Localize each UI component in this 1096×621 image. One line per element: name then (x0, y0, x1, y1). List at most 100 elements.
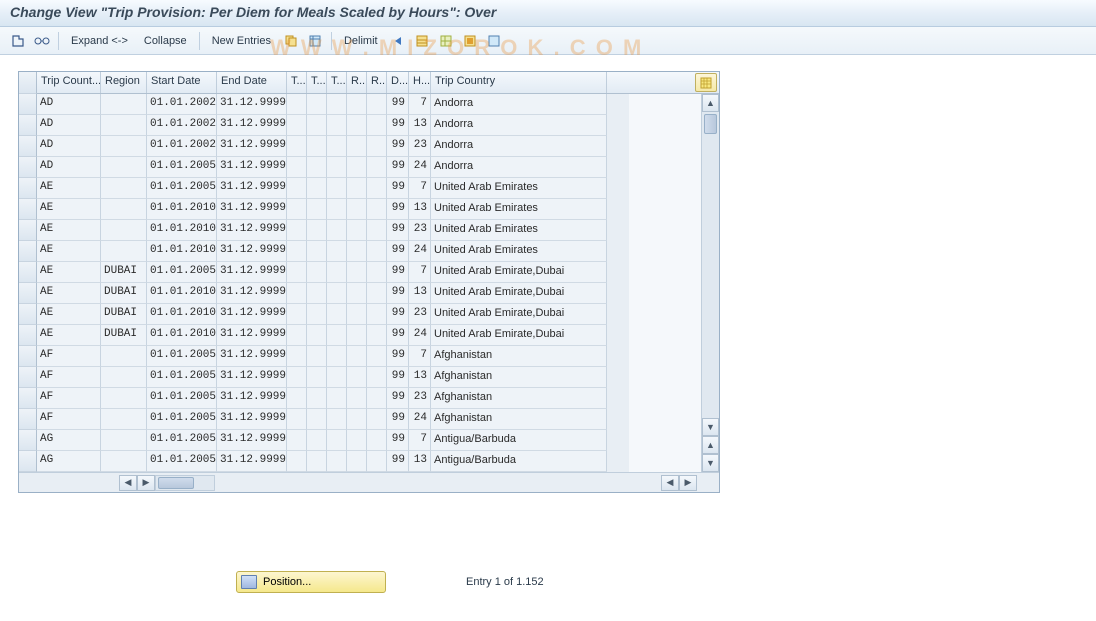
cell-r1[interactable] (347, 304, 367, 325)
cell-end[interactable]: 31.12.9999 (217, 283, 287, 304)
cell-region[interactable] (101, 346, 147, 367)
cell-country[interactable]: Andorra (431, 136, 607, 157)
cell-trip_ctry[interactable]: AG (37, 451, 101, 472)
cell-h[interactable]: 7 (409, 94, 431, 115)
cell-t1[interactable] (287, 136, 307, 157)
cell-t1[interactable] (287, 283, 307, 304)
cell-country[interactable]: United Arab Emirate,Dubai (431, 262, 607, 283)
cell-end[interactable]: 31.12.9999 (217, 304, 287, 325)
cell-t2[interactable] (307, 388, 327, 409)
detail-icon[interactable] (305, 31, 325, 51)
cell-d[interactable]: 99 (387, 115, 409, 136)
scroll-track[interactable] (702, 112, 719, 418)
cell-t1[interactable] (287, 388, 307, 409)
table-icon[interactable] (412, 31, 432, 51)
cell-t2[interactable] (307, 157, 327, 178)
row-selector[interactable] (19, 451, 37, 472)
cell-d[interactable]: 99 (387, 430, 409, 451)
cell-trip_ctry[interactable]: AE (37, 304, 101, 325)
row-selector[interactable] (19, 157, 37, 178)
select-all-icon[interactable] (436, 31, 456, 51)
cell-d[interactable]: 99 (387, 367, 409, 388)
cell-end[interactable]: 31.12.9999 (217, 136, 287, 157)
scroll-left2-icon[interactable]: ◀ (661, 475, 679, 491)
cell-region[interactable]: DUBAI (101, 283, 147, 304)
cell-trip_ctry[interactable]: AE (37, 220, 101, 241)
cell-r1[interactable] (347, 430, 367, 451)
cell-end[interactable]: 31.12.9999 (217, 388, 287, 409)
cell-trip_ctry[interactable]: AF (37, 346, 101, 367)
cell-d[interactable]: 99 (387, 157, 409, 178)
cell-t3[interactable] (327, 451, 347, 472)
column-header-start[interactable]: Start Date (147, 72, 217, 93)
row-selector[interactable] (19, 220, 37, 241)
cell-end[interactable]: 31.12.9999 (217, 346, 287, 367)
cell-d[interactable]: 99 (387, 136, 409, 157)
cell-start[interactable]: 01.01.2005 (147, 451, 217, 472)
cell-start[interactable]: 01.01.2002 (147, 94, 217, 115)
scroll-down2-icon[interactable]: ▼ (702, 454, 719, 472)
cell-t3[interactable] (327, 220, 347, 241)
cell-start[interactable]: 01.01.2005 (147, 157, 217, 178)
cell-t2[interactable] (307, 409, 327, 430)
cell-start[interactable]: 01.01.2005 (147, 430, 217, 451)
cell-start[interactable]: 01.01.2010 (147, 199, 217, 220)
cell-start[interactable]: 01.01.2010 (147, 220, 217, 241)
cell-t1[interactable] (287, 304, 307, 325)
cell-t1[interactable] (287, 346, 307, 367)
cell-t2[interactable] (307, 241, 327, 262)
cell-r1[interactable] (347, 262, 367, 283)
cell-h[interactable]: 24 (409, 325, 431, 346)
column-header-r1[interactable]: R... (347, 72, 367, 93)
row-selector[interactable] (19, 136, 37, 157)
cell-trip_ctry[interactable]: AF (37, 409, 101, 430)
column-header-country[interactable]: Trip Country (431, 72, 607, 93)
column-header-r2[interactable]: R... (367, 72, 387, 93)
cell-t2[interactable] (307, 451, 327, 472)
column-header-region[interactable]: Region (101, 72, 147, 93)
cell-h[interactable]: 24 (409, 409, 431, 430)
cell-h[interactable]: 13 (409, 199, 431, 220)
cell-r2[interactable] (367, 388, 387, 409)
hscroll-thumb[interactable] (158, 477, 194, 489)
cell-t3[interactable] (327, 241, 347, 262)
cell-r1[interactable] (347, 241, 367, 262)
cell-t2[interactable] (307, 94, 327, 115)
cell-start[interactable]: 01.01.2002 (147, 136, 217, 157)
cell-end[interactable]: 31.12.9999 (217, 241, 287, 262)
cell-t1[interactable] (287, 115, 307, 136)
cell-r2[interactable] (367, 451, 387, 472)
cell-d[interactable]: 99 (387, 451, 409, 472)
cell-trip_ctry[interactable]: AF (37, 367, 101, 388)
cell-t2[interactable] (307, 430, 327, 451)
undo-icon[interactable] (388, 31, 408, 51)
cell-h[interactable]: 7 (409, 430, 431, 451)
row-selector[interactable] (19, 199, 37, 220)
cell-start[interactable]: 01.01.2005 (147, 346, 217, 367)
cell-h[interactable]: 23 (409, 136, 431, 157)
cell-r2[interactable] (367, 199, 387, 220)
cell-h[interactable]: 24 (409, 157, 431, 178)
column-header-h[interactable]: H... (409, 72, 431, 93)
cell-t2[interactable] (307, 367, 327, 388)
column-header-t2[interactable]: T... (307, 72, 327, 93)
cell-region[interactable] (101, 451, 147, 472)
cell-start[interactable]: 01.01.2005 (147, 178, 217, 199)
cell-r2[interactable] (367, 304, 387, 325)
cell-trip_ctry[interactable]: AE (37, 262, 101, 283)
cell-h[interactable]: 23 (409, 220, 431, 241)
column-header-end[interactable]: End Date (217, 72, 287, 93)
cell-t1[interactable] (287, 157, 307, 178)
cell-r2[interactable] (367, 346, 387, 367)
cell-country[interactable]: Antigua/Barbuda (431, 451, 607, 472)
cell-t1[interactable] (287, 94, 307, 115)
cell-country[interactable]: Andorra (431, 115, 607, 136)
cell-start[interactable]: 01.01.2002 (147, 115, 217, 136)
cell-d[interactable]: 99 (387, 262, 409, 283)
cell-country[interactable]: Afghanistan (431, 409, 607, 430)
cell-end[interactable]: 31.12.9999 (217, 115, 287, 136)
cell-region[interactable]: DUBAI (101, 304, 147, 325)
cell-t1[interactable] (287, 199, 307, 220)
cell-r1[interactable] (347, 199, 367, 220)
cell-start[interactable]: 01.01.2010 (147, 241, 217, 262)
